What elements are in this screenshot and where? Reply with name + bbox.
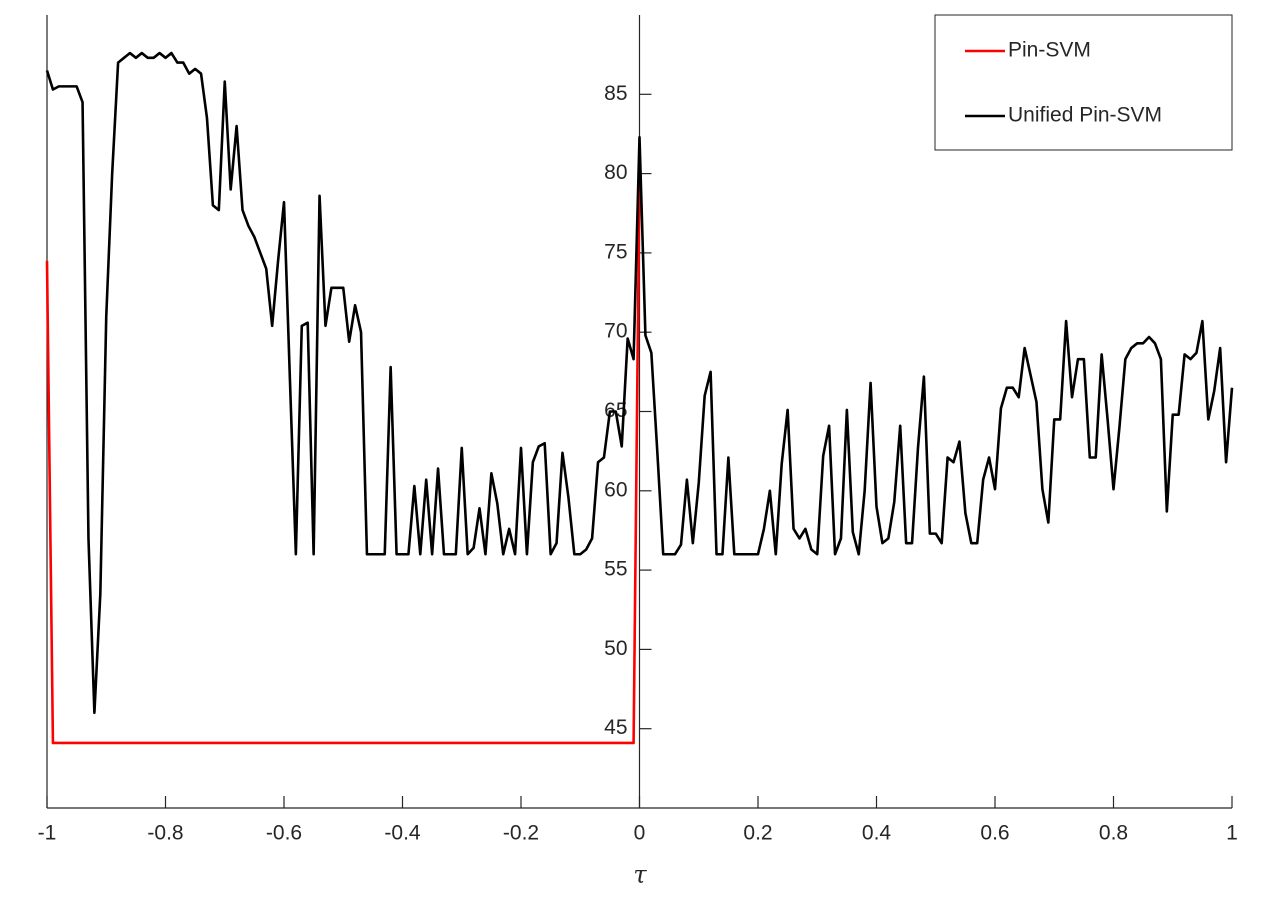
y-tick-label: 70 bbox=[604, 320, 627, 343]
legend-label: Pin-SVM bbox=[1008, 39, 1091, 62]
y-tick-label: 85 bbox=[604, 82, 627, 105]
x-tick-label: -0.2 bbox=[503, 822, 539, 845]
y-tick-label: 80 bbox=[604, 161, 627, 184]
y-tick-label: 55 bbox=[604, 558, 627, 581]
series-line bbox=[45, 51, 1234, 715]
x-tick-label: -0.4 bbox=[384, 822, 421, 845]
x-tick-label: 0.4 bbox=[862, 822, 892, 845]
x-axis-label: τ bbox=[633, 861, 647, 889]
x-tick-label: 0.6 bbox=[980, 822, 1009, 845]
legend-label: Unified Pin-SVM bbox=[1008, 104, 1162, 127]
y-tick-label: 50 bbox=[604, 637, 627, 660]
x-tick-label: 0.8 bbox=[1099, 822, 1128, 845]
y-tick-label: 45 bbox=[604, 716, 627, 739]
legend: Pin-SVM Unified Pin-SVM bbox=[934, 14, 1233, 151]
x-tick-label: -1 bbox=[38, 822, 57, 845]
y-tick-label: 60 bbox=[604, 478, 627, 501]
x-tick-label: -0.8 bbox=[147, 822, 183, 845]
legend-box bbox=[934, 14, 1233, 151]
y-tick-label: 75 bbox=[604, 240, 627, 263]
series-line bbox=[45, 173, 641, 745]
x-tick-label: 0.2 bbox=[743, 822, 772, 845]
x-tick-label: 0 bbox=[634, 822, 646, 845]
x-tick-label: -0.6 bbox=[266, 822, 302, 845]
x-tick-label: 1 bbox=[1226, 822, 1238, 845]
